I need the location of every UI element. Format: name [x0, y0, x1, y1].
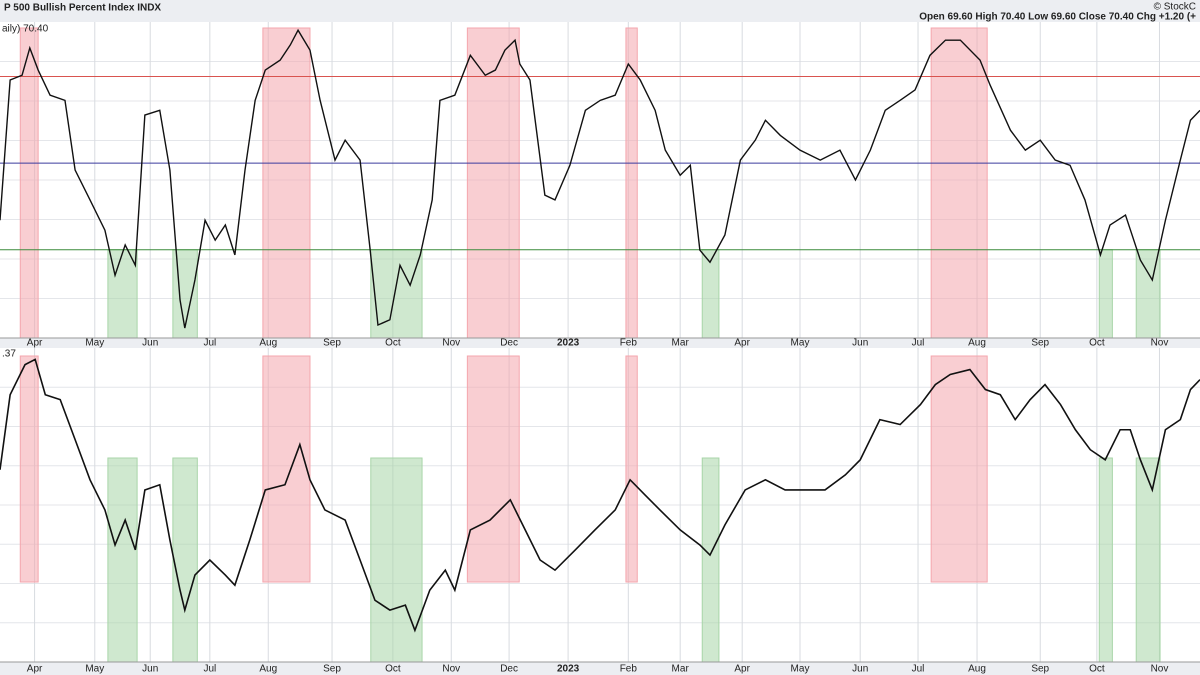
highlight-band: [1135, 457, 1161, 663]
x-tick-label: Jul: [912, 664, 925, 675]
x-tick-label: Oct: [385, 664, 401, 675]
x-tick-label: Mar: [672, 338, 690, 349]
highlight-band: [370, 457, 423, 663]
data-line: [0, 358, 1200, 633]
x-tick-label: Mar: [672, 664, 690, 675]
x-tick-label: Apr: [27, 338, 43, 349]
x-tick-label: Nov: [442, 664, 460, 675]
x-tick-label: Sep: [323, 338, 341, 349]
highlight-band: [930, 27, 988, 339]
x-tick-label: May: [85, 338, 104, 349]
x-tick-label: Jul: [203, 664, 216, 675]
highlight-band: [262, 27, 311, 339]
x-tick-label: Oct: [1089, 664, 1105, 675]
x-tick-label: Oct: [385, 338, 401, 349]
highlight-band: [19, 355, 39, 583]
x-tick-label: Jul: [912, 338, 925, 349]
x-tick-label: Apr: [734, 664, 750, 675]
x-tick-label: Dec: [500, 664, 518, 675]
x-tick-label: Sep: [1031, 338, 1049, 349]
ohlc: Open 69.60 High 70.40 Low 69.60 Close 70…: [919, 12, 1196, 23]
x-tick-label: 2023: [557, 338, 580, 349]
data-line: [0, 28, 1200, 329]
highlight-band: [701, 457, 720, 663]
x-tick-label: Jun: [142, 664, 158, 675]
x-tick-label: Jun: [852, 664, 868, 675]
x-tick-label: Aug: [259, 338, 277, 349]
x-tick-label: Sep: [323, 664, 341, 675]
highlight-band: [466, 355, 520, 583]
x-tick-label: Aug: [259, 664, 277, 675]
source: © StockC: [1154, 2, 1196, 13]
x-tick-label: 2023: [557, 664, 580, 675]
axis-strip: [0, 338, 1200, 348]
x-tick-label: Feb: [620, 338, 638, 349]
highlight-band: [1098, 457, 1113, 663]
upper-panel: Apr May Jun Jul Aug Sep Oct Nov Dec 2023 Feb Mar Apr…: [0, 22, 1200, 349]
x-tick-label: Apr: [27, 664, 43, 675]
chart-title: P 500 Bullish Percent Index INDX: [4, 3, 161, 14]
x-tick-label: Nov: [1151, 338, 1169, 349]
highlight-band: [466, 27, 520, 339]
x-tick-label: May: [791, 338, 810, 349]
x-tick-label: Jul: [203, 338, 216, 349]
x-tick-label: Feb: [620, 664, 638, 675]
highlight-band: [262, 355, 311, 583]
legend-label: aily) 70.40: [2, 24, 49, 35]
x-tick-label: Nov: [1151, 664, 1169, 675]
x-tick-label: Jun: [142, 338, 158, 349]
highlight-band: [1098, 249, 1113, 339]
x-tick-label: Nov: [442, 338, 460, 349]
x-tick-label: Sep: [1031, 664, 1049, 675]
highlight-band: [172, 457, 198, 663]
x-tick-label: May: [791, 664, 810, 675]
axis-strip: [0, 662, 1200, 675]
highlight-band: [107, 457, 138, 663]
highlight-band: [701, 249, 720, 339]
x-tick-label: May: [85, 664, 104, 675]
header-bar: [0, 0, 1200, 22]
legend-label: .37: [2, 349, 16, 360]
x-tick-label: Aug: [968, 338, 986, 349]
x-tick-label: Apr: [734, 338, 750, 349]
x-tick-label: Dec: [500, 338, 518, 349]
x-tick-label: Oct: [1089, 338, 1105, 349]
highlight-band: [930, 355, 988, 583]
lower-panel: Apr May Jun Jul Aug Sep Oct Nov Dec 2023 Feb Mar Apr…: [0, 348, 1200, 675]
x-tick-label: Aug: [968, 664, 986, 675]
highlight-band: [625, 355, 638, 583]
x-tick-label: Jun: [852, 338, 868, 349]
